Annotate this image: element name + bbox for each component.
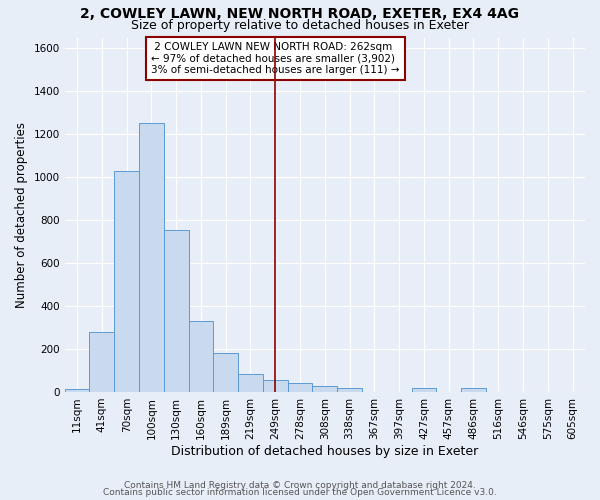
Bar — [164, 230, 188, 392]
Bar — [263, 380, 287, 392]
Text: Contains HM Land Registry data © Crown copyright and database right 2024.: Contains HM Land Registry data © Crown c… — [124, 481, 476, 490]
X-axis label: Distribution of detached houses by size in Exeter: Distribution of detached houses by size … — [171, 444, 478, 458]
Y-axis label: Number of detached properties: Number of detached properties — [15, 122, 28, 308]
Text: 2, COWLEY LAWN, NEW NORTH ROAD, EXETER, EX4 4AG: 2, COWLEY LAWN, NEW NORTH ROAD, EXETER, … — [80, 8, 520, 22]
Bar — [214, 354, 238, 392]
Text: 2 COWLEY LAWN NEW NORTH ROAD: 262sqm
← 97% of detached houses are smaller (3,902: 2 COWLEY LAWN NEW NORTH ROAD: 262sqm ← 9… — [151, 42, 400, 75]
Bar — [65, 388, 89, 392]
Bar — [313, 386, 337, 392]
Bar — [412, 388, 436, 392]
Bar — [114, 170, 139, 392]
Bar — [287, 384, 313, 392]
Bar — [89, 332, 114, 392]
Bar — [461, 388, 486, 392]
Bar — [238, 374, 263, 392]
Text: Contains public sector information licensed under the Open Government Licence v3: Contains public sector information licen… — [103, 488, 497, 497]
Bar — [188, 321, 214, 392]
Text: Size of property relative to detached houses in Exeter: Size of property relative to detached ho… — [131, 19, 469, 32]
Bar — [139, 124, 164, 392]
Bar — [337, 388, 362, 392]
